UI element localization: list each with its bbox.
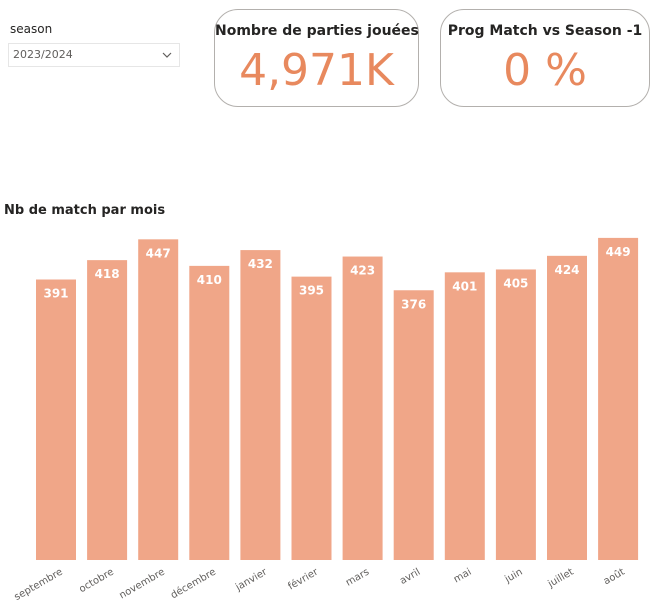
kpi-card-games-played: Nombre de parties jouées 4,971K bbox=[214, 9, 419, 107]
bar-mars[interactable] bbox=[342, 256, 383, 560]
x-tick-label: février bbox=[286, 565, 321, 592]
x-tick-label: juin bbox=[502, 567, 524, 586]
data-label: 423 bbox=[350, 264, 375, 278]
season-dropdown[interactable]: 2023/2024 bbox=[8, 43, 180, 67]
data-label: 376 bbox=[401, 297, 426, 311]
data-label: 449 bbox=[606, 245, 631, 259]
bar-janvier[interactable] bbox=[240, 250, 281, 560]
kpi-title: Prog Match vs Season -1 bbox=[447, 23, 643, 39]
bar-mai[interactable] bbox=[444, 272, 485, 560]
bar-juin[interactable] bbox=[495, 269, 536, 560]
kpi-value: 0 % bbox=[503, 45, 587, 96]
x-tick-label: octobre bbox=[77, 567, 115, 596]
x-tick-label: avril bbox=[398, 567, 422, 587]
chevron-down-icon bbox=[162, 52, 172, 58]
data-label: 401 bbox=[452, 279, 477, 293]
season-dropdown-value: 2023/2024 bbox=[13, 48, 73, 61]
monthly-matches-bar-chart: 391 septembre 418 octobre 447 novembre 410 déce… bbox=[13, 237, 639, 603]
data-label: 395 bbox=[299, 284, 324, 298]
x-tick-label: janvier bbox=[233, 566, 270, 594]
data-label: 432 bbox=[248, 257, 273, 271]
data-label: 410 bbox=[197, 273, 222, 287]
bar-octobre[interactable] bbox=[87, 260, 128, 560]
bar-avril[interactable] bbox=[393, 290, 434, 560]
bar-février[interactable] bbox=[291, 276, 332, 560]
bar-juillet[interactable] bbox=[547, 255, 587, 560]
data-label: 391 bbox=[43, 287, 68, 301]
kpi-value: 4,971K bbox=[239, 45, 394, 96]
bar-novembre[interactable] bbox=[138, 239, 179, 560]
x-tick-label: décembre bbox=[168, 566, 218, 602]
slicer-title: season bbox=[10, 22, 53, 36]
data-label: 447 bbox=[146, 246, 171, 260]
x-tick-label: mars bbox=[344, 567, 371, 589]
season-slicer: season 2023/2024 bbox=[8, 22, 180, 67]
data-label: 418 bbox=[95, 267, 120, 281]
x-tick-label: septembre bbox=[13, 567, 65, 603]
data-label: 405 bbox=[503, 276, 528, 290]
bar-décembre[interactable] bbox=[189, 265, 230, 560]
bar-septembre[interactable] bbox=[36, 279, 76, 561]
bar-août[interactable] bbox=[598, 237, 639, 561]
kpi-title: Nombre de parties jouées bbox=[215, 23, 419, 39]
kpi-card-progression: Prog Match vs Season -1 0 % bbox=[440, 9, 650, 107]
x-tick-label: novembre bbox=[118, 567, 167, 602]
x-tick-label: juillet bbox=[545, 567, 575, 591]
chart-title: Nb de match par mois bbox=[4, 203, 166, 218]
x-tick-label: mai bbox=[452, 567, 474, 586]
x-tick-label: août bbox=[601, 566, 627, 588]
data-label: 424 bbox=[554, 263, 579, 277]
